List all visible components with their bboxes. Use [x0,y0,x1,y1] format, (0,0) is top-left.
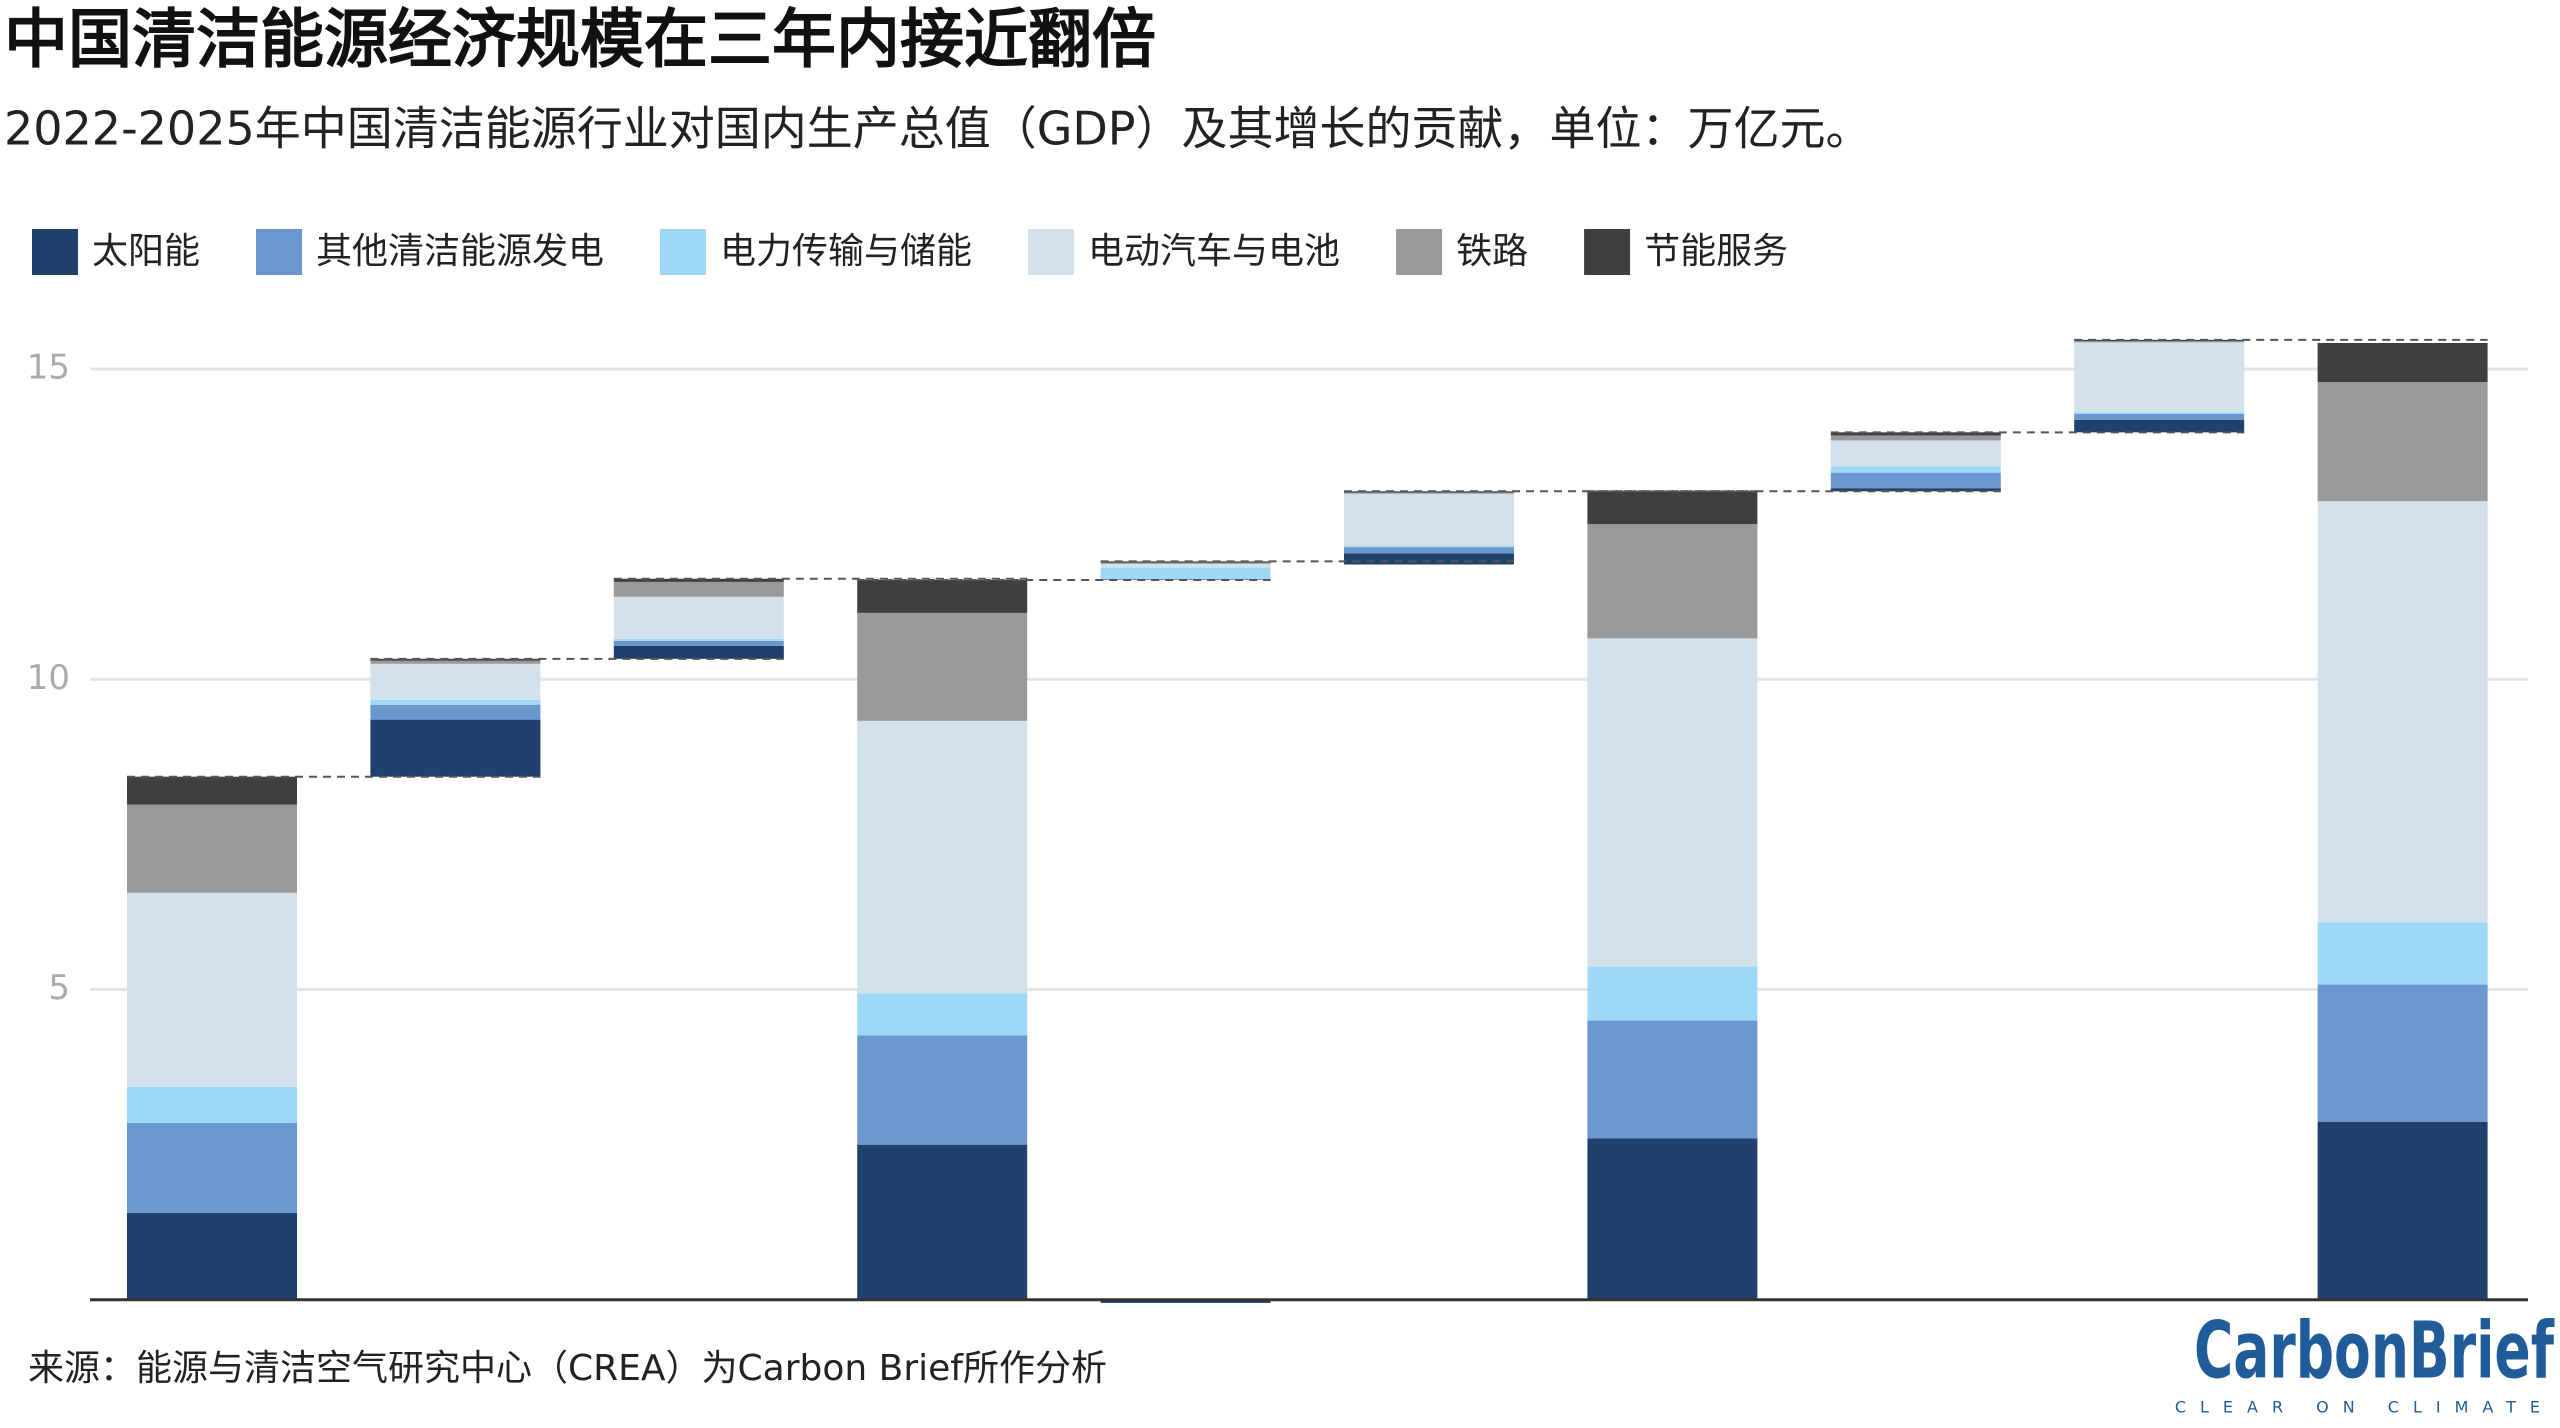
bar-segment [613,578,784,582]
legend-swatch [1584,229,1631,275]
chart-title: 中国清洁能源经济规模在三年内接近翻倍 [4,4,1156,78]
bar-segment [1344,492,1514,494]
bar-segment [1587,966,1758,1021]
bar-segment [1344,553,1514,565]
legend-swatch [660,229,707,275]
y-tick-label: 15 [27,348,70,388]
bar-segment [613,596,784,639]
y-tick-label: 10 [27,658,70,698]
bar-segment [1587,1020,1758,1139]
bar-segment [1830,488,2001,492]
bar-segment [2317,1121,2488,1300]
bar-segment [1830,472,2001,489]
bar-segment [370,663,541,700]
bar-segment [127,804,297,893]
chart-subtitle: 2022-2025年中国清洁能源行业对国内生产总值（GDP）及其增长的贡献，单位… [4,102,1872,156]
legend-swatch [1396,229,1443,275]
bar-segment [2317,922,2488,985]
bar-segment [2317,342,2488,383]
bar-segment [857,612,1028,721]
bar-segment [370,719,541,777]
source-note: 来源：能源与清洁空气研究中心（CREA）为Carbon Brief所作分析 [28,1348,1107,1389]
bar-segment [2074,412,2245,414]
bar-segment [1100,562,1271,564]
legend-label: 节能服务 [1644,231,1788,272]
bar-segment [370,660,541,664]
bar-segment [2074,341,2245,343]
bar-segment [613,645,784,659]
bar-segment [1344,545,1514,548]
bar-segment [127,1122,297,1213]
bar-segment [613,640,784,646]
bar-segment [1587,491,1758,525]
legend-label: 其他清洁能源发电 [316,231,604,272]
bar-segment [2317,501,2488,923]
legend-label: 太阳能 [92,231,200,272]
bar-segment [1344,493,1514,546]
legend-label: 铁路 [1456,231,1528,272]
bar-segment [2317,382,2488,502]
bar-segment [2317,984,2488,1122]
bar-segment [127,892,297,1087]
bar-segment [857,993,1028,1036]
legend-swatch [1028,229,1075,275]
bar-segment [2074,342,2245,413]
bar-segment [127,1086,297,1123]
bar-segment [127,1212,297,1300]
bar-segment [613,638,784,641]
bar-segment [1587,638,1758,967]
bar-segment [1100,567,1271,579]
bar-segment [2074,413,2245,420]
bar-segment [857,720,1028,994]
bar-segment [613,581,784,597]
bar-segment [1100,563,1271,568]
bar-segment [1587,1138,1758,1300]
bar-segment [857,580,1028,613]
bar-segment [370,704,541,720]
bar-segment [1830,466,2001,473]
bar-segment [1587,524,1758,639]
y-tick-label: 5 [48,968,70,1008]
logo-tagline: CLEAR ON CLIMATE [2175,1398,2554,1417]
logo: CarbonBrief [2194,1306,2555,1396]
legend-label: 电力传输与储能 [720,231,972,272]
bar-segment [1100,1299,1271,1303]
bar-segment [2074,419,2245,433]
bar-segment [1830,435,2001,441]
bar-segment [370,699,541,705]
bar-segment [1830,440,2001,467]
legend-swatch [32,229,78,275]
bar-segment [857,1144,1028,1300]
bar-segment [857,1035,1028,1145]
legend-swatch [256,229,303,275]
bar-segment [1830,432,2001,436]
bar-segment [127,776,297,805]
bar-segment [1344,547,1514,554]
legend-label: 电动汽车与电池 [1088,231,1340,272]
